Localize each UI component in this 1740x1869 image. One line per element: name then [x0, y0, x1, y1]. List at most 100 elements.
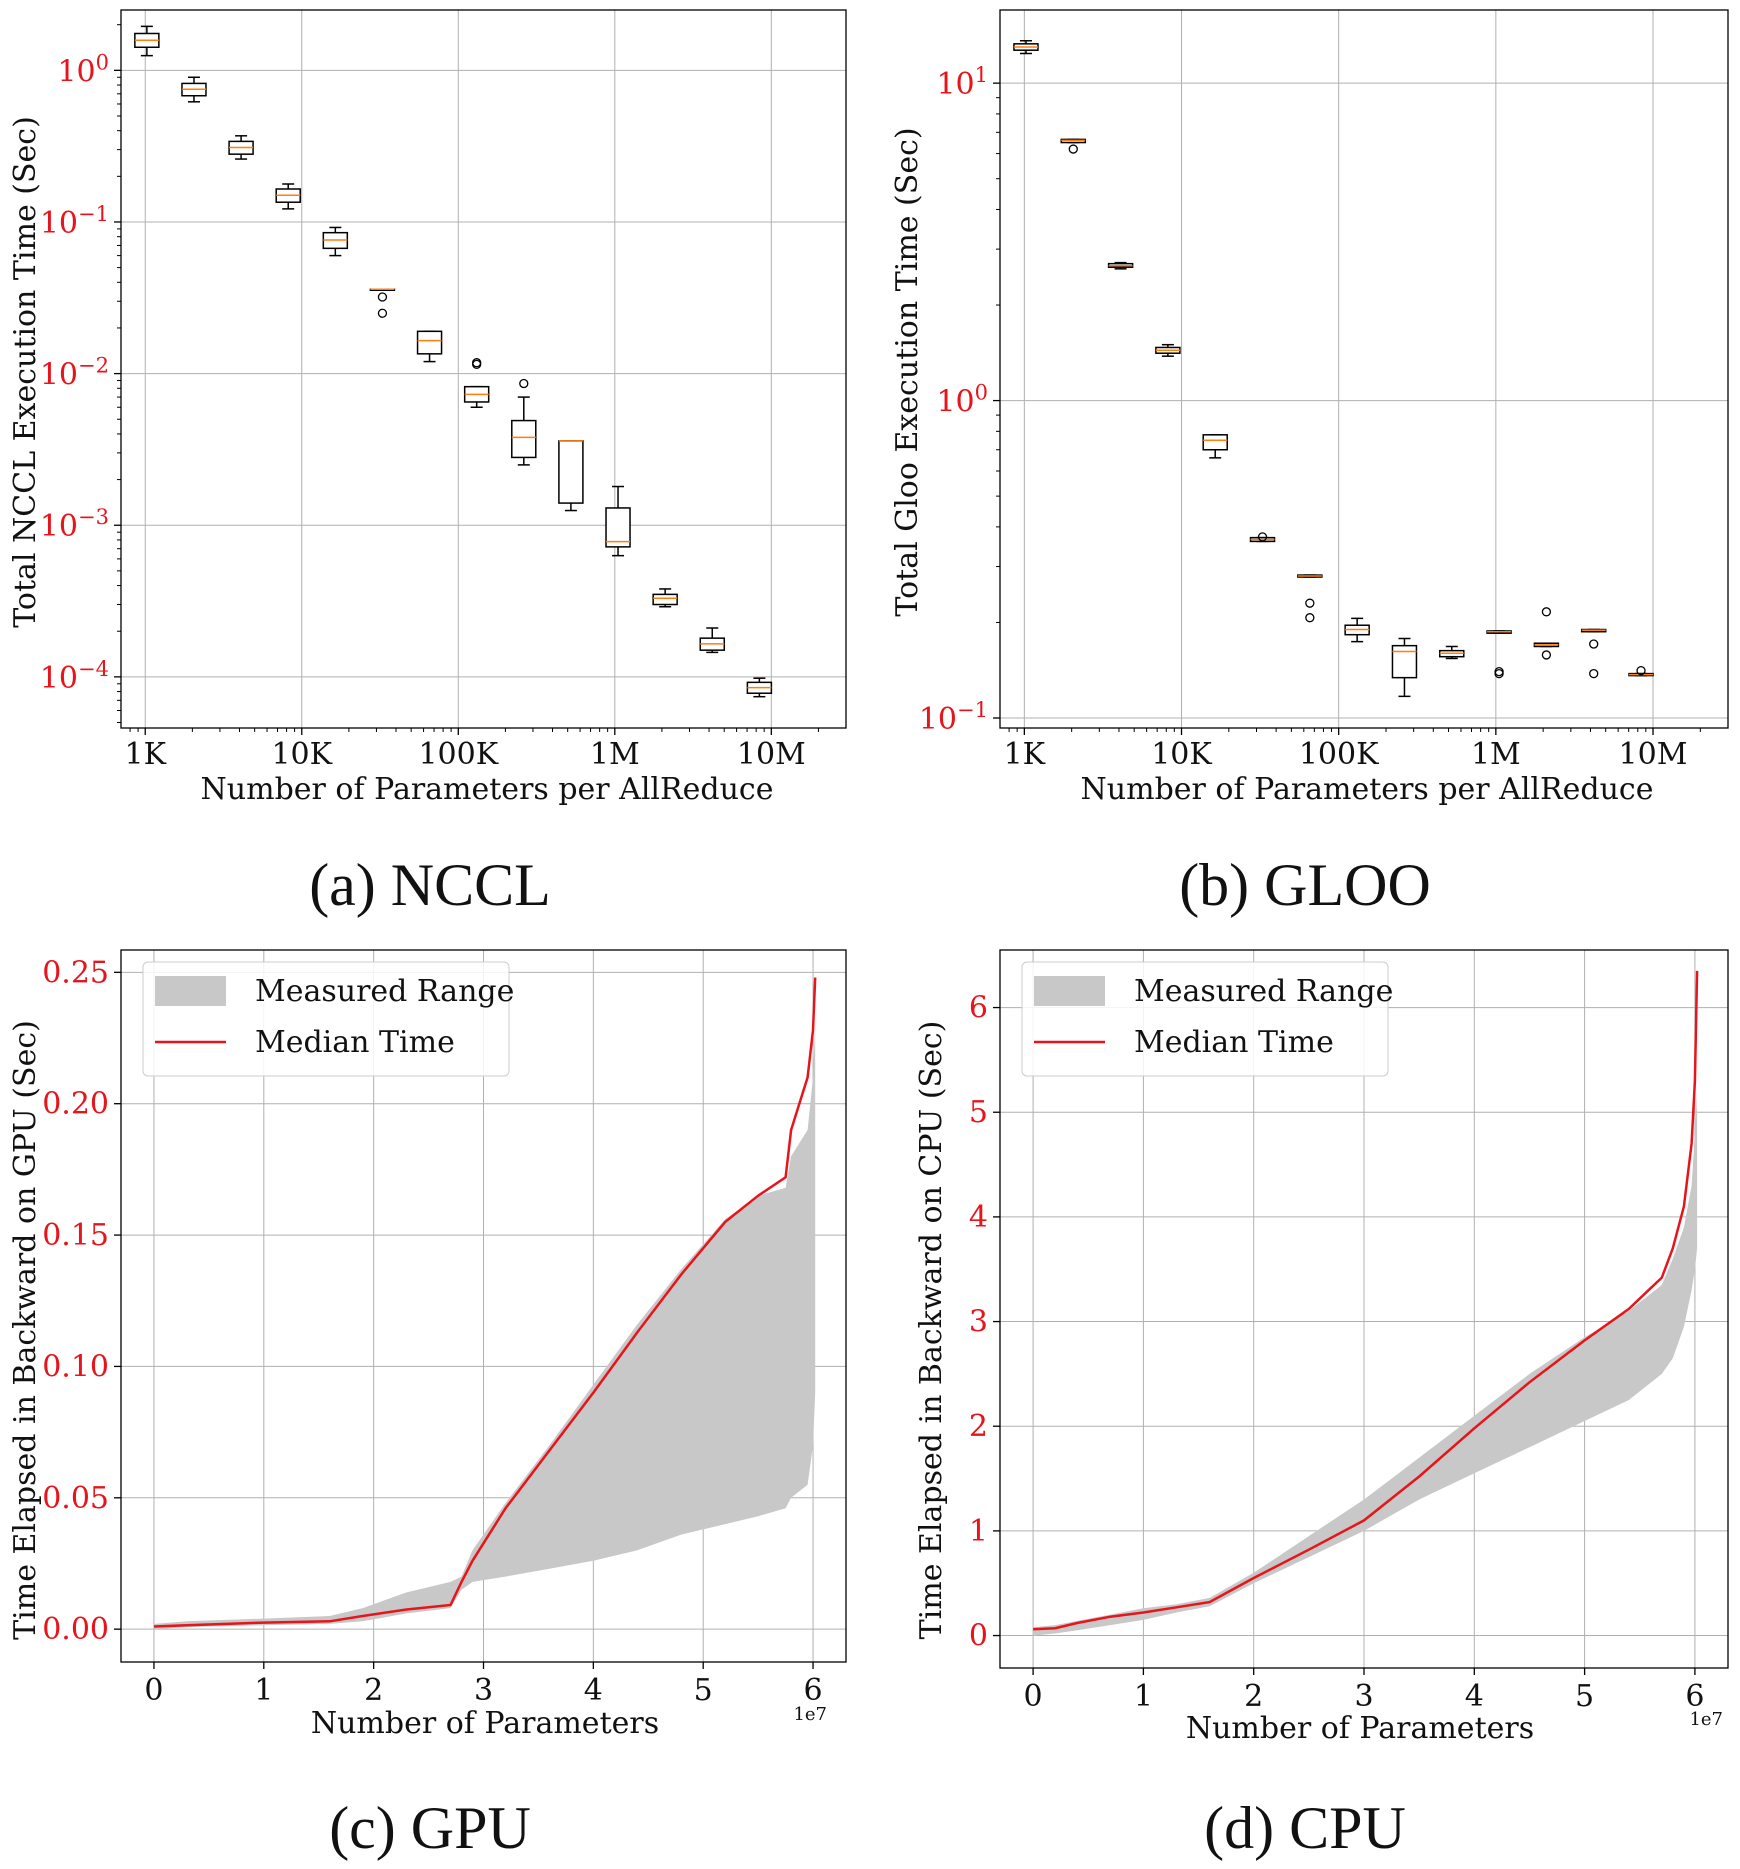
x-tick-label: 1M [1471, 737, 1521, 772]
x-tick-label: 0 [1024, 1679, 1043, 1714]
x-tick-label: 2 [364, 1673, 383, 1708]
box-plot [463, 358, 490, 408]
box-body [416, 330, 443, 355]
box-plot [228, 135, 254, 160]
box-plot [1439, 645, 1465, 660]
box-plot [605, 485, 631, 557]
box-flier [377, 292, 388, 302]
box-plot [699, 627, 726, 654]
legend: Measured Range Median Time [142, 961, 514, 1077]
box-body [511, 419, 537, 459]
box-flier [1589, 668, 1599, 679]
x-tick-label: 1 [1134, 1679, 1153, 1714]
box-plot [416, 330, 443, 363]
x-tick-label: 3 [474, 1673, 493, 1708]
box-plot [322, 226, 349, 257]
legend-label-median: Median Time [255, 1025, 455, 1060]
y-tick-label: 0.05 [42, 1481, 109, 1516]
box-plot [1060, 138, 1087, 154]
box-plot [558, 440, 584, 512]
box-plot [1391, 637, 1418, 698]
plot-frame [999, 9, 1729, 729]
x-tick-label: 4 [1465, 1679, 1484, 1714]
caption-nccl: (a) NCCL [309, 852, 551, 918]
box-flier [1305, 598, 1315, 608]
x-tick-label: 10M [737, 737, 806, 772]
x-tick-label: 100K [418, 737, 498, 772]
x-tick-label: 3 [1354, 1679, 1373, 1714]
x-tick-label: 1 [254, 1673, 273, 1708]
x-tick-label: 1K [1004, 737, 1046, 772]
x-tick-label: 1K [124, 737, 166, 772]
x-tick-label: 5 [1575, 1679, 1594, 1714]
box-flier [1257, 532, 1268, 542]
box-flier [1589, 639, 1599, 649]
y-tick-label: 5 [969, 1095, 988, 1130]
box-plot [1013, 40, 1039, 55]
ylabel-gpu: Time Elapsed in Backward on GPU (Sec) [8, 1020, 43, 1640]
y-tick-label: 10−3 [40, 505, 109, 544]
box-plot [1486, 630, 1512, 679]
xlabel-gpu: Number of Parameters [311, 1706, 659, 1741]
x-offset-gpu: 1e7 [793, 1704, 827, 1725]
box-flier [1541, 650, 1552, 660]
x-tick-label: 100K [1299, 737, 1379, 772]
x-tick-label: 0 [144, 1673, 163, 1708]
box-flier [1305, 613, 1315, 623]
box-flier [519, 378, 529, 389]
box-plot [181, 76, 207, 103]
x-tick-label: 6 [803, 1673, 822, 1708]
x-tick-label: 2 [1244, 1679, 1263, 1714]
box-flier [1541, 607, 1552, 617]
box-plot [1155, 343, 1181, 357]
box-plot [275, 183, 301, 210]
box-body [605, 507, 631, 548]
box-plot [1580, 628, 1607, 679]
box-plot [652, 588, 678, 608]
box-flier [377, 308, 388, 318]
y-tick-label: 10−2 [40, 354, 109, 393]
ylabel-gloo: Total Gloo Execution Time (Sec) [890, 127, 925, 616]
legend-label-range: Measured Range [255, 974, 514, 1009]
xlabel-gloo: Number of Parameters per AllReduce [1081, 772, 1654, 807]
box-plot [1628, 665, 1654, 677]
xlabel-nccl: Number of Parameters per AllReduce [201, 772, 774, 807]
y-tick-label: 0.15 [42, 1218, 109, 1253]
box-body [1391, 644, 1418, 679]
xlabel-cpu: Number of Parameters [1186, 1711, 1534, 1746]
caption-gloo: (b) GLOO [1179, 852, 1431, 918]
y-tick-label: 101 [936, 63, 988, 102]
y-tick-label: 10−1 [919, 698, 988, 737]
box-plot [369, 288, 396, 318]
x-tick-label: 5 [694, 1673, 713, 1708]
legend-swatch-range [155, 976, 226, 1006]
ylabel-nccl: Total NCCL Execution Time (Sec) [8, 116, 43, 628]
x-tick-label: 10K [1151, 737, 1212, 772]
y-tick-label: 100 [57, 50, 109, 89]
legend-swatch-range [1034, 976, 1105, 1006]
box-body [558, 440, 584, 504]
y-tick-label: 3 [969, 1305, 988, 1340]
x-tick-label: 10K [271, 737, 332, 772]
x-tick-label: 10M [1619, 737, 1688, 772]
legend-label-median: Median Time [1134, 1025, 1334, 1060]
median-time-line [1033, 970, 1699, 1631]
legend-frame [1021, 961, 1389, 1077]
box-plot [1533, 607, 1560, 660]
legend: Measured Range Median Time [1021, 961, 1393, 1077]
x-offset-cpu: 1e7 [1689, 1709, 1723, 1730]
box-plot [1344, 617, 1370, 643]
y-tick-label: 0.20 [42, 1087, 109, 1122]
box-flier [472, 359, 482, 370]
box-flier [1494, 668, 1504, 679]
plot-frame [120, 9, 847, 729]
x-tick-label: 6 [1685, 1679, 1704, 1714]
panel-cpu: Time Elapsed in Backward on CPU (Sec) Nu… [914, 949, 1729, 1861]
box-body [652, 593, 678, 606]
x-tick-label: 4 [584, 1673, 603, 1708]
box-body [1202, 434, 1228, 451]
box-plot [746, 677, 773, 698]
panel-gpu: Time Elapsed in Backward on GPU (Sec) Nu… [8, 949, 847, 1861]
y-tick-label: 1 [969, 1514, 988, 1549]
